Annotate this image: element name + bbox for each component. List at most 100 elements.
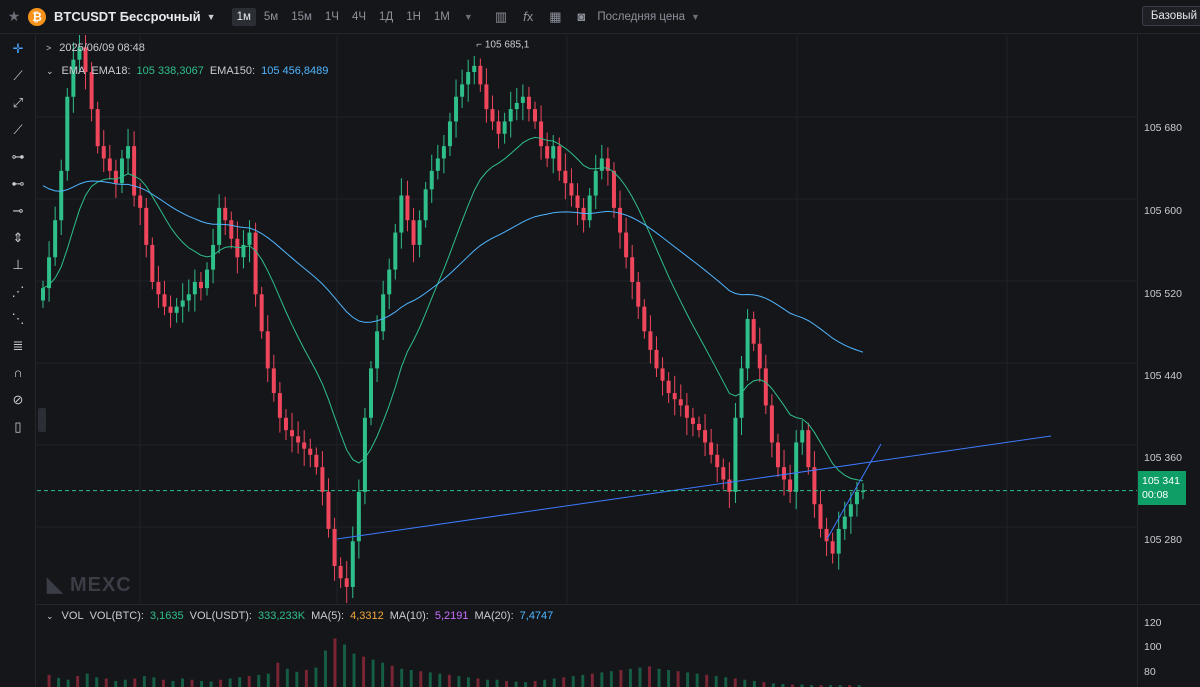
price-type-caret-icon[interactable]: ▼ xyxy=(690,11,700,22)
candle-body xyxy=(575,195,580,208)
candle-body xyxy=(751,319,756,344)
candle-countdown: 00:08 xyxy=(1142,489,1169,501)
parallel-channel-icon[interactable]: ⋰ xyxy=(11,283,25,299)
sidebar-collapse-handle[interactable] xyxy=(38,408,46,432)
candle-body xyxy=(763,368,768,406)
candle-body xyxy=(745,319,750,369)
volume-bar xyxy=(104,678,108,687)
candle-body xyxy=(672,393,677,400)
timeframe-more-caret-icon[interactable]: ▼ xyxy=(463,11,473,22)
volume-bar xyxy=(724,677,728,687)
timeframe-4[interactable]: 4Ч xyxy=(351,10,367,23)
horizontal-segment-icon[interactable]: ⊸ xyxy=(12,202,24,218)
candle-body xyxy=(812,467,817,505)
indicators-fx-icon[interactable]: fx xyxy=(523,9,534,24)
candle-body xyxy=(472,65,477,73)
symbol-dropdown-caret-icon[interactable]: ▼ xyxy=(206,11,216,22)
timeframe-0[interactable]: 1м xyxy=(231,7,256,26)
layout-grid-icon[interactable]: ▦ xyxy=(549,8,562,24)
candle-body xyxy=(848,504,853,517)
camera-snapshot-icon[interactable]: ◙ xyxy=(577,9,586,24)
favorite-star-icon[interactable]: ★ xyxy=(7,8,21,24)
candle-body xyxy=(703,430,708,443)
volume-tick: 80 xyxy=(1144,666,1156,678)
crosshair-icon[interactable]: ✛ xyxy=(12,40,24,56)
candle-body xyxy=(271,368,276,394)
hide-drawings-icon[interactable]: ⊘ xyxy=(12,391,24,407)
price-axis[interactable]: 105 680 105 600 105 520 105 440 105 360 … xyxy=(1137,35,1200,603)
delete-drawings-icon[interactable]: ▯ xyxy=(14,418,22,434)
ema18-value: 105 338,3067 xyxy=(136,65,204,77)
candle-body xyxy=(369,368,373,418)
candle-type-icon[interactable]: ▥ xyxy=(494,8,508,24)
timeframe-6[interactable]: 1Н xyxy=(406,10,421,23)
candle-body xyxy=(326,491,331,529)
candle-body xyxy=(611,170,616,208)
candle-body xyxy=(138,195,143,208)
horizontal-line-icon[interactable]: ⊶ xyxy=(11,148,25,164)
candle-body xyxy=(205,269,209,289)
volume-bar xyxy=(600,672,604,687)
current-price-tag: 105 341 00:08 xyxy=(1138,471,1186,505)
candle-body xyxy=(684,405,689,418)
price-chart[interactable]: ⌐ 105 685,1└ 105 263,2 xyxy=(37,35,1137,603)
base-view-button[interactable]: Базовый xyxy=(1141,5,1200,26)
volume-bar xyxy=(438,673,442,687)
volume-bar xyxy=(238,677,242,687)
magnet-icon[interactable]: ∩ xyxy=(13,365,23,380)
volume-bar xyxy=(181,678,184,687)
price-type-select[interactable]: Последняя цена xyxy=(597,10,685,23)
timeframe-3[interactable]: 1Ч xyxy=(324,10,339,23)
timeframe-5[interactable]: 1Д xyxy=(379,10,394,23)
volume-bar xyxy=(819,685,823,687)
volume-chart[interactable] xyxy=(37,604,1137,687)
ray-line-icon[interactable]: ⤢ xyxy=(12,94,24,110)
candle-body xyxy=(290,430,295,437)
price-tick: 105 680 xyxy=(1144,122,1182,134)
symbol-title[interactable]: BTCUSDT Бессрочный xyxy=(54,9,201,24)
volume-bar xyxy=(667,669,671,687)
candle-body xyxy=(229,220,234,239)
extended-line-icon[interactable]: ⟋ xyxy=(13,121,23,137)
candle-body xyxy=(41,288,45,301)
timeframe-2[interactable]: 15м xyxy=(291,10,312,23)
pitchfork-icon[interactable]: ⋱ xyxy=(11,310,25,326)
volume-bar xyxy=(485,679,489,687)
legend-expand-arrow-icon[interactable]: > xyxy=(46,43,52,53)
vol-btc-value: 3,1635 xyxy=(149,610,184,622)
trend-line-icon[interactable]: ⟋ xyxy=(13,67,23,83)
candle-body xyxy=(113,170,118,184)
timeframe-1[interactable]: 5м xyxy=(263,10,279,23)
volume-bar xyxy=(571,676,575,687)
vertical-line-icon[interactable]: ⇕ xyxy=(12,229,24,245)
volume-bar xyxy=(695,673,699,687)
horizontal-ray-icon[interactable]: ⊷ xyxy=(11,175,25,191)
candle-body xyxy=(757,343,762,369)
candle-body xyxy=(630,257,635,282)
candle-body xyxy=(782,467,787,480)
volume-bar xyxy=(762,682,766,687)
candle-body xyxy=(618,207,623,233)
candle-body xyxy=(265,331,270,369)
volume-bar xyxy=(590,673,594,687)
candle-body xyxy=(526,96,531,110)
ema-legend: ⌄ EMA EMA18: 105 338,3067 EMA150: 105 45… xyxy=(46,65,334,77)
ema-collapse-arrow-icon[interactable]: ⌄ xyxy=(46,65,54,76)
candle-body xyxy=(514,102,519,110)
candle-body xyxy=(605,158,610,171)
candle-body xyxy=(156,281,161,295)
price-range-icon[interactable]: ⊥ xyxy=(12,256,24,272)
volume-bar xyxy=(466,677,470,687)
volume-collapse-arrow-icon[interactable]: ⌄ xyxy=(46,610,54,621)
high-annotation: ⌐ 105 685,1 xyxy=(476,39,530,50)
timeframe-7[interactable]: 1М xyxy=(433,10,450,23)
volume-bar xyxy=(266,673,270,687)
candle-body xyxy=(320,467,325,492)
volume-bar xyxy=(76,676,80,687)
volume-bar xyxy=(171,680,175,687)
candle-body xyxy=(95,109,100,147)
volume-bar xyxy=(705,674,709,687)
volume-bar xyxy=(371,659,375,687)
fibonacci-icon[interactable]: ≣ xyxy=(12,337,24,353)
volume-bar xyxy=(295,671,299,687)
